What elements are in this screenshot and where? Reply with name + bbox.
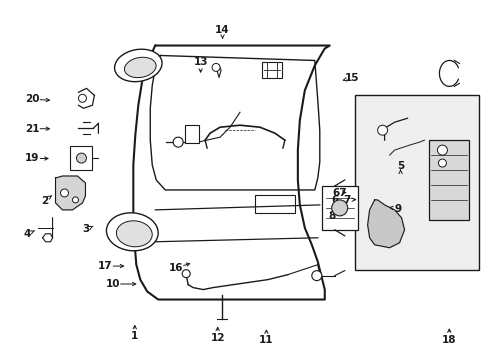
Text: 17: 17	[98, 261, 113, 271]
Text: 7: 7	[343, 195, 350, 205]
Circle shape	[311, 271, 321, 280]
Circle shape	[377, 125, 387, 135]
Circle shape	[437, 145, 447, 155]
Text: 16: 16	[169, 263, 183, 273]
Circle shape	[76, 153, 86, 163]
Text: 21: 21	[25, 124, 40, 134]
Bar	[254, 195, 294, 213]
Text: 2: 2	[41, 196, 48, 206]
Ellipse shape	[114, 49, 162, 82]
Text: 67: 67	[331, 188, 346, 198]
Text: 20: 20	[25, 94, 40, 104]
Polygon shape	[367, 200, 404, 248]
Text: 3: 3	[82, 225, 89, 234]
Text: 1: 1	[131, 331, 138, 341]
Circle shape	[331, 200, 347, 216]
Bar	[185, 125, 199, 143]
Ellipse shape	[116, 221, 152, 247]
Text: 18: 18	[441, 334, 456, 345]
Text: 11: 11	[259, 334, 273, 345]
Text: 13: 13	[193, 57, 207, 67]
Text: 15: 15	[344, 73, 358, 83]
Circle shape	[72, 197, 78, 203]
Bar	[70, 146, 92, 170]
Circle shape	[61, 189, 68, 197]
Circle shape	[173, 137, 183, 147]
Ellipse shape	[106, 213, 158, 251]
Text: 12: 12	[210, 333, 224, 343]
Circle shape	[212, 63, 220, 71]
Text: 19: 19	[25, 153, 40, 163]
Text: 9: 9	[394, 204, 401, 214]
Text: 14: 14	[215, 25, 229, 35]
Text: 8: 8	[328, 211, 335, 221]
Text: 6: 6	[330, 195, 338, 205]
Bar	[262, 62, 281, 78]
Text: 5: 5	[396, 161, 404, 171]
Bar	[321, 186, 357, 230]
Ellipse shape	[124, 57, 156, 78]
Bar	[428, 140, 468, 220]
Polygon shape	[56, 176, 85, 210]
Circle shape	[78, 94, 86, 102]
Circle shape	[182, 270, 190, 278]
Circle shape	[438, 159, 446, 167]
Text: 4: 4	[24, 229, 31, 239]
Bar	[354, 95, 478, 270]
Text: 10: 10	[105, 279, 120, 289]
